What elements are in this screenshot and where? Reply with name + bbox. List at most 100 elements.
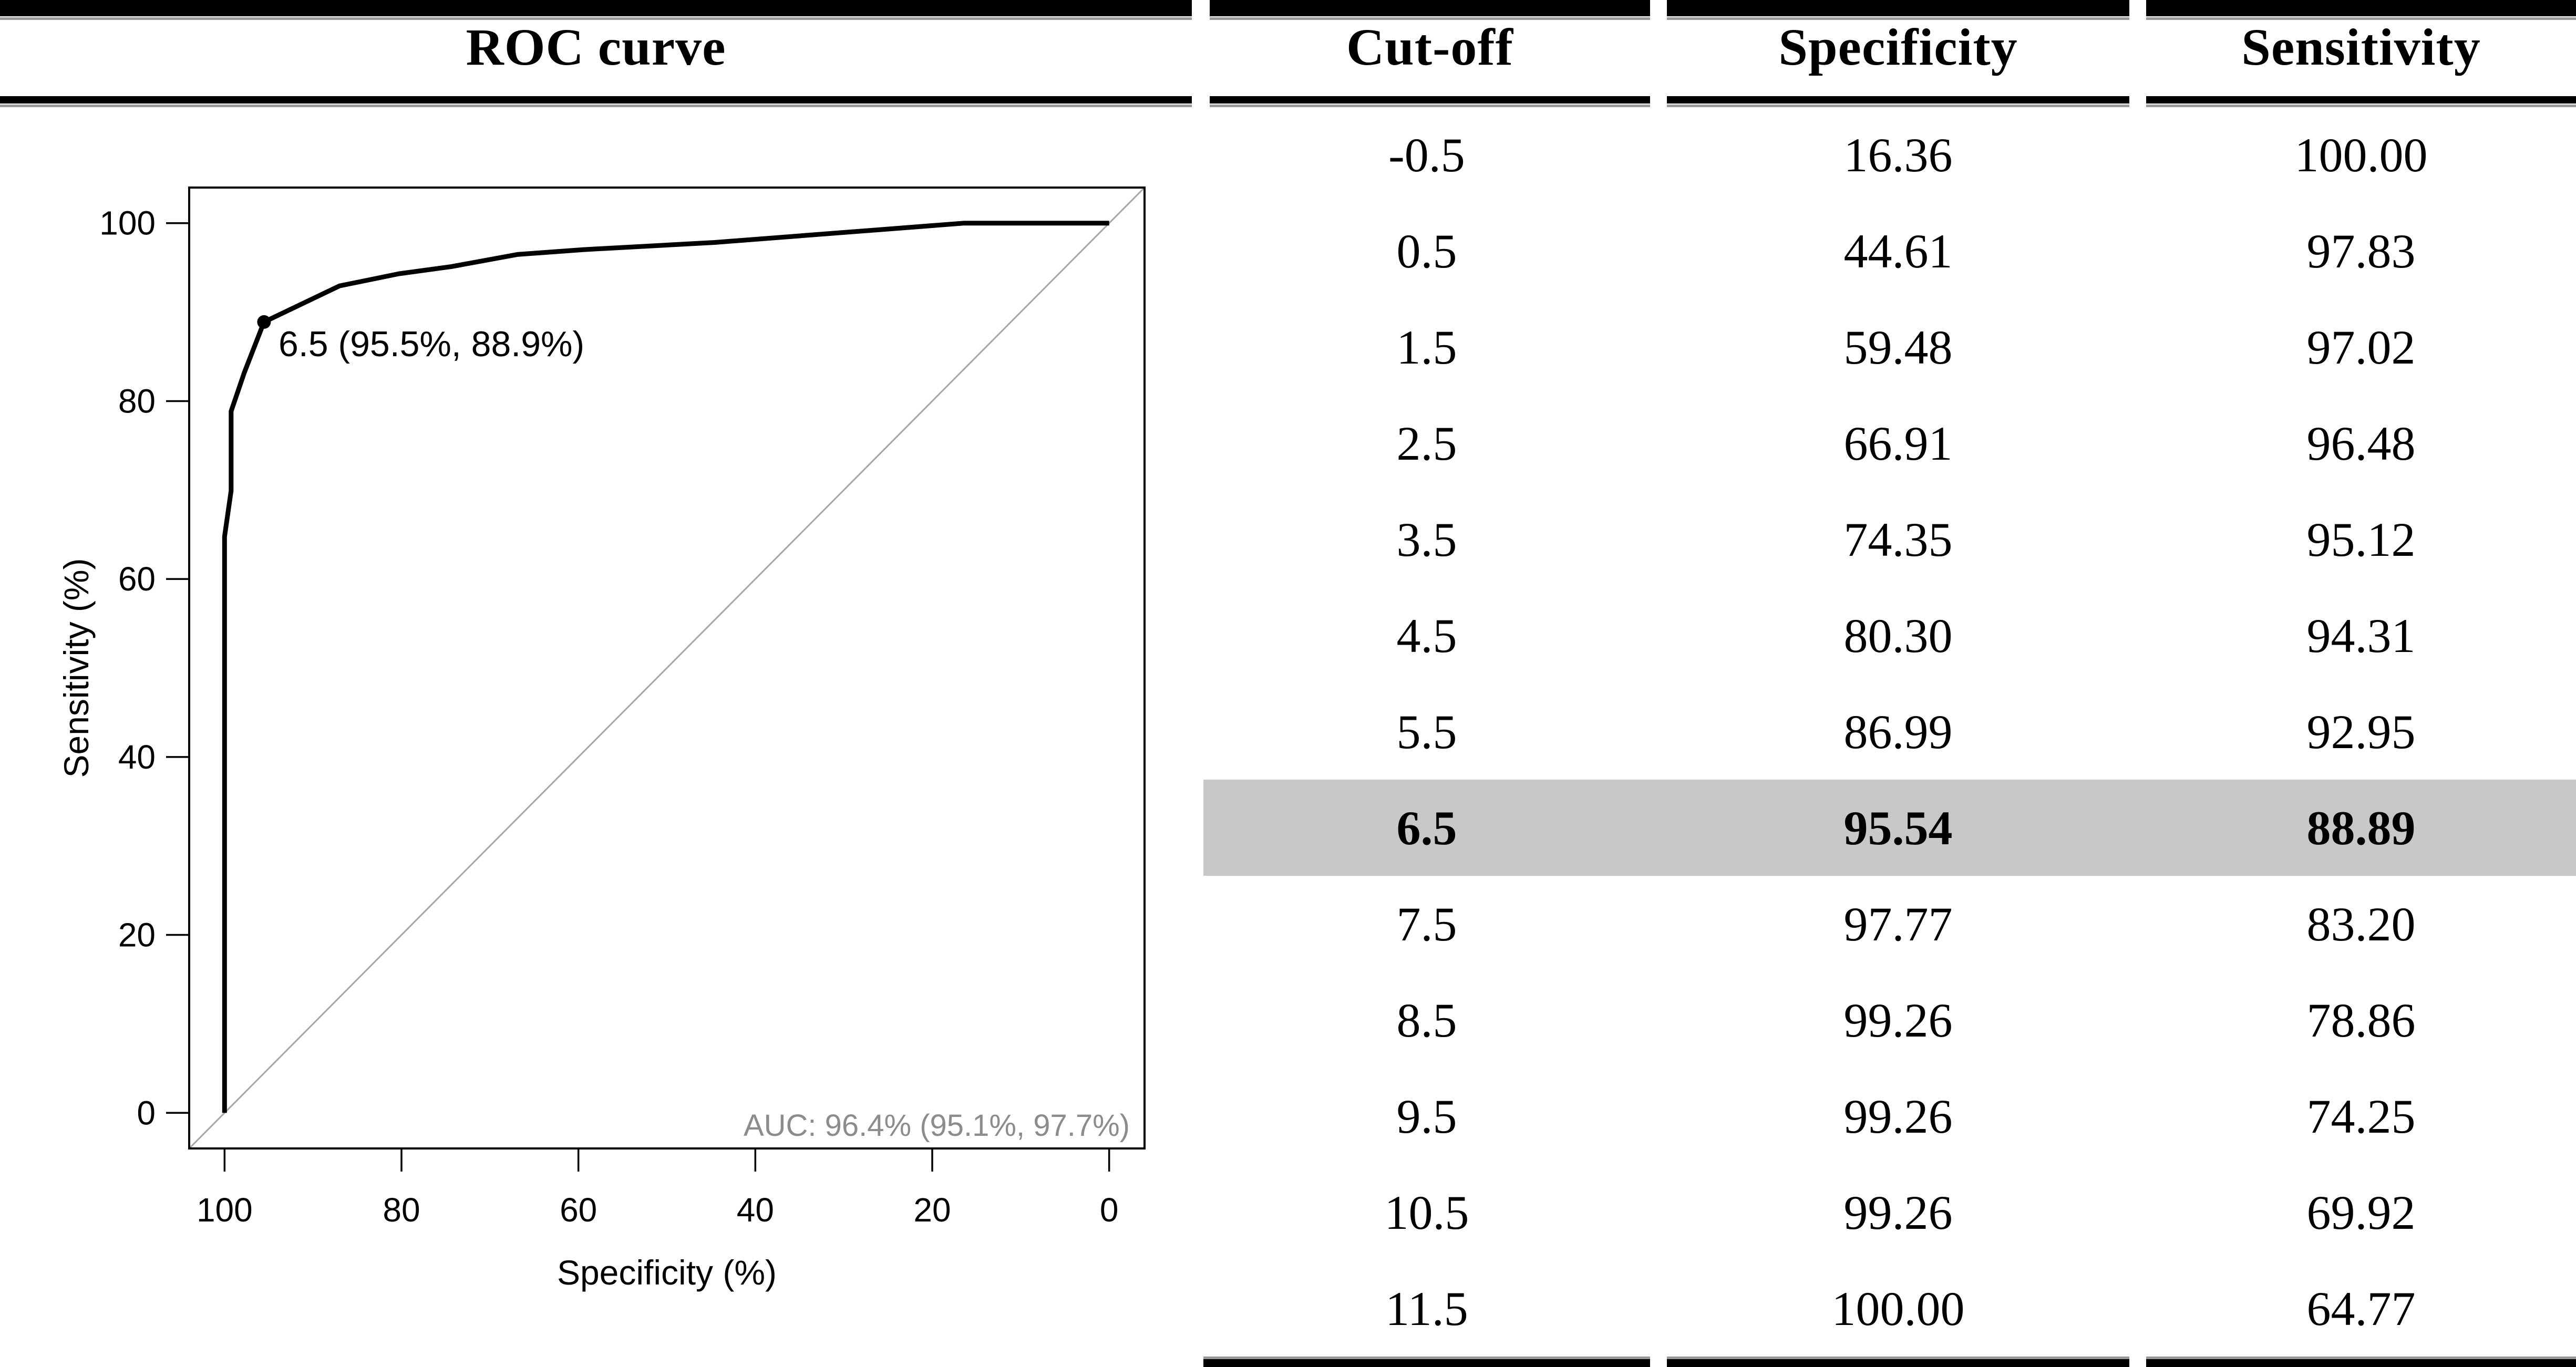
- column-header-cutoff: Cut-off: [1210, 7, 1650, 86]
- column-gap: [1650, 107, 1667, 203]
- top-rule-shadow: [1210, 17, 1650, 20]
- table-row: 0.5 44.61 97.83: [1203, 203, 2576, 299]
- table-row: 8.5 99.26 78.86: [1203, 972, 2576, 1068]
- column-gap: [1650, 1068, 1667, 1164]
- table-cell: -0.5: [1388, 128, 1465, 182]
- table-cell: 4.5: [1396, 609, 1457, 663]
- roc-plot: 100 80 60 40 20 0 0 20 40 60 80 100 Specificity (%) S…: [57, 187, 1146, 1292]
- column-gap: [1650, 299, 1667, 396]
- table-cell: 16.36: [1843, 128, 1953, 182]
- table-cell: 64.77: [2306, 1281, 2416, 1335]
- table-cell: 97.02: [2306, 320, 2416, 375]
- table-cell: 99.26: [1843, 1089, 1953, 1143]
- table-cell: 6.5: [1396, 801, 1457, 855]
- column-gap: [1650, 684, 1667, 780]
- table-cell: 96.48: [2306, 417, 2416, 471]
- table-cell: 11.5: [1385, 1281, 1468, 1335]
- column-gap: [1650, 780, 1667, 876]
- table-cell: 59.48: [1843, 320, 1953, 375]
- y-tick-label: 0: [137, 1094, 156, 1132]
- header-rule-shadow: [1667, 105, 2129, 107]
- header-rule: [0, 96, 1192, 103]
- table-cell: 100.00: [2294, 128, 2428, 182]
- plot-box: [188, 187, 1146, 1149]
- table-cell: 80.30: [1843, 609, 1953, 663]
- table-cell: 8.5: [1396, 993, 1457, 1047]
- x-tick-label: 80: [383, 1191, 420, 1229]
- column-gap: [2129, 972, 2146, 1068]
- plot-title: ROC curve: [0, 7, 1192, 86]
- y-tick-label: 40: [118, 738, 156, 776]
- table-cell: 1.5: [1396, 320, 1457, 375]
- column-header-sensitivity: Sensitivity: [2146, 7, 2576, 86]
- table-cell: 74.25: [2306, 1089, 2416, 1143]
- x-axis-title: Specificity (%): [557, 1253, 777, 1292]
- column-gap: [1650, 203, 1667, 299]
- column-header-specificity: Specificity: [1667, 7, 2129, 86]
- table-cell: 83.20: [2306, 897, 2416, 951]
- cutoff-table: -0.5 16.36 100.00 0.5 44.61 97.83 1.5 59.48 97.0…: [1203, 107, 2576, 1356]
- table-cell: 95.12: [2306, 513, 2416, 567]
- column-gap: [1650, 588, 1667, 684]
- column-gap: [2129, 1068, 2146, 1164]
- chance-diagonal-line: [188, 187, 1146, 1149]
- top-rule: [0, 0, 1192, 16]
- top-rule-shadow: [0, 17, 1192, 20]
- table-cell: 92.95: [2306, 705, 2416, 759]
- table-row: 9.5 99.26 74.25: [1203, 1068, 2576, 1164]
- column-header-cutoff-label: Cut-off: [1346, 17, 1514, 76]
- table-row: 3.5 74.35 95.12: [1203, 492, 2576, 588]
- top-rule: [1667, 0, 2129, 16]
- y-tick-label: 80: [118, 382, 156, 420]
- table-row-highlighted: 6.5 95.54 88.89: [1203, 780, 2576, 876]
- x-tick-label: 0: [1100, 1191, 1119, 1229]
- top-rule-shadow: [1667, 17, 2129, 20]
- table-cell: 94.31: [2306, 609, 2416, 663]
- table-cell: 78.86: [2306, 993, 2416, 1047]
- table-cell: 66.91: [1843, 417, 1953, 471]
- table-cell: 95.54: [1843, 801, 1953, 855]
- y-tick-label: 100: [99, 204, 156, 242]
- column-gap: [1650, 492, 1667, 588]
- table-cell: 99.26: [1843, 1185, 1953, 1239]
- y-tick-label: 20: [118, 916, 156, 954]
- column-gap: [2129, 107, 2146, 203]
- table-cell: 3.5: [1396, 513, 1457, 567]
- table-cell: 69.92: [2306, 1185, 2416, 1239]
- table-row: 5.5 86.99 92.95: [1203, 684, 2576, 780]
- column-gap: [1650, 1164, 1667, 1260]
- column-gap: [2129, 588, 2146, 684]
- column-header-specificity-label: Specificity: [1778, 17, 2018, 76]
- column-gap: [1650, 876, 1667, 972]
- table-cell: 74.35: [1843, 513, 1953, 567]
- table-cell: 100.00: [1831, 1281, 1965, 1335]
- column-gap: [2129, 1260, 2146, 1356]
- table-cell: 7.5: [1396, 897, 1457, 951]
- top-rule-shadow: [2146, 17, 2576, 20]
- table-row: 11.5 100.00 64.77: [1203, 1260, 2576, 1356]
- x-tick-label: 60: [560, 1191, 597, 1229]
- column-gap: [1650, 396, 1667, 492]
- header-rule: [1210, 96, 1650, 103]
- column-gap: [2129, 684, 2146, 780]
- x-tick-label: 40: [737, 1191, 774, 1229]
- column-header-sensitivity-label: Sensitivity: [2241, 17, 2481, 76]
- column-gap: [2129, 203, 2146, 299]
- column-gap: [2129, 876, 2146, 972]
- column-gap: [2129, 396, 2146, 492]
- table-cell: 86.99: [1843, 705, 1953, 759]
- table-cell: 97.83: [2306, 224, 2416, 278]
- table-row: 4.5 80.30 94.31: [1203, 588, 2576, 684]
- bottom-rule-shadow: [1667, 1356, 2129, 1359]
- x-tick-label: 20: [913, 1191, 951, 1229]
- header-rule: [2146, 96, 2576, 103]
- column-gap: [1650, 1260, 1667, 1356]
- table-cell: 44.61: [1843, 224, 1953, 278]
- column-gap: [1650, 972, 1667, 1068]
- table-cell: 88.89: [2306, 801, 2416, 855]
- top-rule: [1210, 0, 1650, 16]
- column-gap: [2129, 299, 2146, 396]
- table-cell: 9.5: [1396, 1089, 1457, 1143]
- plot-title-label: ROC curve: [466, 17, 726, 76]
- table-cell: 2.5: [1396, 417, 1457, 471]
